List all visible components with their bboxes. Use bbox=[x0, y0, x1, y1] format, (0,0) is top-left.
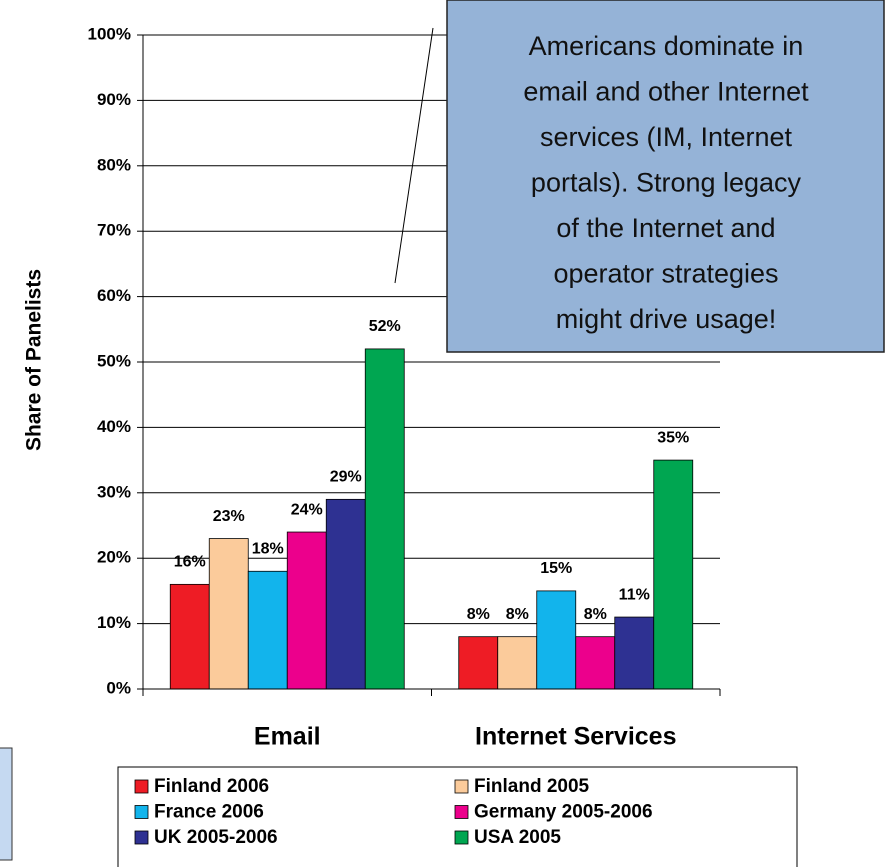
annotation-text: might drive usage! bbox=[556, 304, 777, 334]
bar bbox=[497, 636, 538, 690]
y-tick-label: 0% bbox=[106, 678, 131, 697]
annotation-text: email and other Internet bbox=[523, 77, 809, 107]
y-tick-label: 70% bbox=[97, 221, 131, 240]
annotation-text: services (IM, Internet bbox=[540, 122, 793, 152]
bar bbox=[364, 348, 405, 690]
y-tick-label: 10% bbox=[97, 613, 131, 632]
y-axis-title: Share of Panelists bbox=[23, 269, 46, 451]
y-tick-label: 100% bbox=[88, 24, 131, 43]
y-tick-label: 20% bbox=[97, 548, 131, 567]
value-label: 8% bbox=[584, 606, 607, 623]
legend-label: Germany 2005-2006 bbox=[474, 802, 653, 823]
value-label: 8% bbox=[506, 606, 529, 623]
value-label: 29% bbox=[330, 469, 362, 486]
value-label: 11% bbox=[619, 586, 650, 603]
x-tick-label: Email bbox=[254, 723, 321, 751]
value-label: 18% bbox=[252, 540, 284, 557]
value-label: 15% bbox=[540, 560, 572, 577]
legend-swatch bbox=[134, 779, 149, 794]
annotation-text: portals). Strong legacy bbox=[531, 168, 802, 198]
bar bbox=[536, 590, 577, 690]
legend-swatch bbox=[134, 830, 149, 845]
value-label: 16% bbox=[174, 554, 206, 571]
annotation-box bbox=[446, 0, 885, 353]
value-label: 35% bbox=[657, 429, 689, 446]
y-tick-label: 60% bbox=[97, 286, 131, 305]
value-label: 24% bbox=[291, 501, 323, 518]
legend-label: France 2006 bbox=[154, 802, 264, 823]
annotation-text: Americans dominate in bbox=[529, 31, 804, 61]
callout-line bbox=[394, 27, 434, 284]
legend-label: USA 2005 bbox=[474, 827, 561, 848]
legend-swatch bbox=[454, 779, 469, 794]
annotation-text: operator strategies bbox=[553, 259, 778, 289]
value-label: 23% bbox=[213, 508, 245, 525]
annotation-text: of the Internet and bbox=[556, 213, 775, 243]
legend-swatch bbox=[454, 805, 469, 819]
bar bbox=[169, 583, 210, 690]
bar bbox=[653, 459, 694, 690]
side-box bbox=[0, 747, 13, 861]
bar bbox=[247, 570, 288, 690]
bar bbox=[286, 531, 327, 690]
bar bbox=[325, 498, 366, 690]
legend-label: Finland 2006 bbox=[154, 776, 269, 797]
bar bbox=[614, 616, 655, 690]
bar bbox=[208, 538, 249, 690]
y-tick-label: 90% bbox=[97, 90, 131, 109]
y-tick-label: 40% bbox=[97, 417, 131, 436]
legend-swatch bbox=[134, 805, 149, 819]
value-label: 52% bbox=[369, 318, 401, 335]
y-tick-label: 30% bbox=[97, 482, 131, 501]
value-label: 8% bbox=[467, 606, 490, 623]
x-tick-label: Internet Services bbox=[475, 723, 677, 751]
y-tick-label: 50% bbox=[97, 351, 131, 370]
legend-label: Finland 2005 bbox=[474, 776, 590, 797]
bar bbox=[458, 636, 499, 690]
bar bbox=[575, 636, 616, 690]
legend-swatch bbox=[454, 830, 469, 845]
y-tick-label: 80% bbox=[97, 155, 131, 174]
legend-label: UK 2005-2006 bbox=[154, 827, 278, 848]
